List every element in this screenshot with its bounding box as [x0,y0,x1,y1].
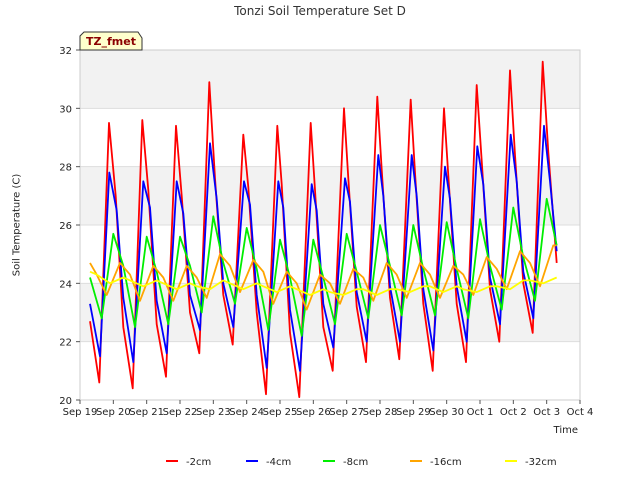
plot-band [80,166,580,225]
x-tick-label: Oct 1 [467,407,494,418]
x-tick-label: Sep 23 [196,407,231,418]
x-tick-label: Sep 27 [329,407,364,418]
badge-shape [79,31,143,51]
x-tick-label: Sep 25 [263,407,298,418]
legend-label: -32cm [525,457,557,468]
plot-band [80,50,580,109]
x-tick-label: Sep 19 [63,407,98,418]
series-line--4cm [89,124,558,372]
x-tick-label: Sep 26 [296,407,331,418]
x-tick-label: Oct 3 [533,407,560,418]
series-line--32cm [89,270,558,296]
x-tick-label: Oct 4 [567,407,594,418]
legend: -2cm -4cm -8cm -16cm -32cm [166,457,557,468]
y-axis-ticks: 20 22 24 26 28 30 32 [59,46,80,407]
y-axis-label: Soil Temperature (C) [12,174,23,277]
x-axis-label: Time [553,425,578,436]
legend-label: -8cm [343,457,368,468]
x-tick-label: Oct 2 [500,407,527,418]
y-tick-label: 26 [59,221,72,232]
y-tick-label: 20 [59,396,72,407]
x-tick-label: Sep 21 [129,407,164,418]
legend-label: -4cm [266,457,291,468]
y-tick-label: 28 [59,163,72,174]
x-tick-label: Sep 28 [363,407,398,418]
series-line--16cm [89,244,557,311]
x-tick-label: Sep 24 [229,407,264,418]
y-tick-label: 22 [59,338,72,349]
x-tick-label: Sep 22 [163,407,198,418]
x-tick-label: Sep 29 [396,407,431,418]
chart-title: Tonzi Soil Temperature Set D [233,4,406,18]
y-tick-label: 30 [59,104,72,115]
legend-label: -2cm [186,457,211,468]
y-tick-label: 32 [59,46,72,57]
x-tick-label: Sep 30 [429,407,464,418]
series-lines [89,60,558,399]
legend-label: -16cm [430,457,462,468]
site-badge: TZ_fmet [79,31,143,51]
badge-label: TZ_fmet [86,35,136,48]
x-tick-label: Sep 20 [96,407,131,418]
y-tick-label: 24 [59,279,72,290]
